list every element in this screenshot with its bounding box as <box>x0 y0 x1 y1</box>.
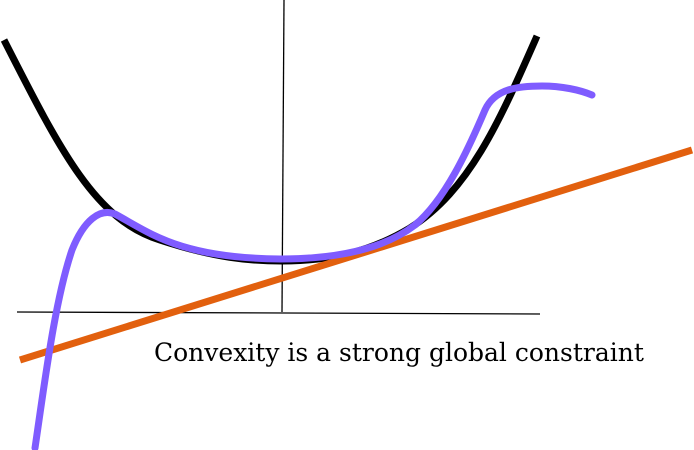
x-axis <box>16 311 541 315</box>
wiggly-curve <box>31 82 596 450</box>
caption-text: Convexity is a strong global constraint <box>154 338 644 367</box>
tangent-line <box>18 146 694 364</box>
y-axis <box>281 0 285 313</box>
